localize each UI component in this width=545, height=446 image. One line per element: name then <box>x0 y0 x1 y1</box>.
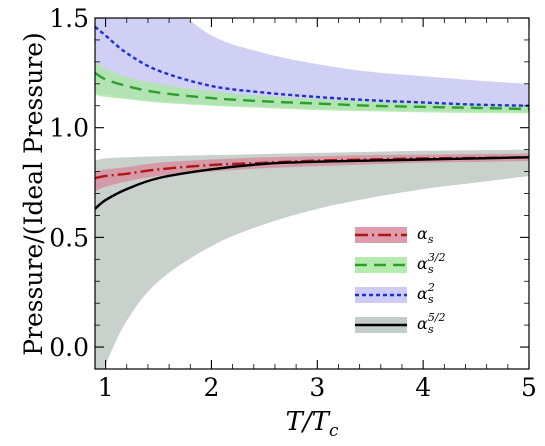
y-tick-label-0: 0.0 <box>49 333 89 362</box>
x-axis-title-subscript: c <box>329 421 339 441</box>
axis-tick-labels: 1 2 3 4 5 0.0 0.5 1.0 1.5 <box>49 4 537 402</box>
axis-ticks <box>95 17 530 370</box>
x-axis-title-main: T/T <box>286 407 331 437</box>
band-series-4 <box>95 149 529 369</box>
uncertainty-bands <box>95 18 529 369</box>
legend-label-main: α <box>417 254 428 273</box>
band-series-1 <box>95 153 529 192</box>
legend-label-superscript: 5/2 <box>428 311 446 324</box>
legend-label-1: αs <box>417 224 434 246</box>
legend-swatch-3 <box>355 287 407 303</box>
legend-label-subscript: s <box>428 293 434 306</box>
x-tick-label-1: 2 <box>203 373 219 402</box>
x-tick-label-0: 1 <box>98 373 114 402</box>
x-tick-label-4: 5 <box>521 373 537 402</box>
y-tick-label-2: 1.0 <box>49 114 89 143</box>
band-series-2 <box>95 61 529 114</box>
y-tick-label-1: 0.5 <box>49 223 89 252</box>
legend-label-main: α <box>417 284 428 303</box>
legend-label-main: α <box>417 314 428 333</box>
x-tick-label-3: 4 <box>415 373 431 402</box>
legend-label-2: α3/2 s <box>417 251 446 276</box>
line-series-2 <box>95 71 529 111</box>
x-tick-label-2: 3 <box>309 373 325 402</box>
y-axis-title: Pressure/(Ideal Pressure) <box>19 32 48 356</box>
legend-label-subscript: s <box>428 263 434 276</box>
legend-label-4: α5/2 s <box>417 311 446 336</box>
line-series-4 <box>95 156 529 210</box>
legend-label-subscript: s <box>428 323 434 336</box>
legend-label-3: α2 s <box>417 281 435 306</box>
legend-label-superscript: 2 <box>427 281 435 294</box>
x-axis-title: T/Tc <box>286 407 339 441</box>
legend-label-superscript: 3/2 <box>428 251 446 264</box>
legend-label-subscript: s <box>428 233 434 246</box>
series-lines <box>95 25 529 210</box>
line-series-3 <box>95 25 529 107</box>
y-tick-label-3: 1.5 <box>49 4 89 33</box>
legend-label-main: α <box>417 224 428 243</box>
band-series-3 <box>95 18 529 113</box>
